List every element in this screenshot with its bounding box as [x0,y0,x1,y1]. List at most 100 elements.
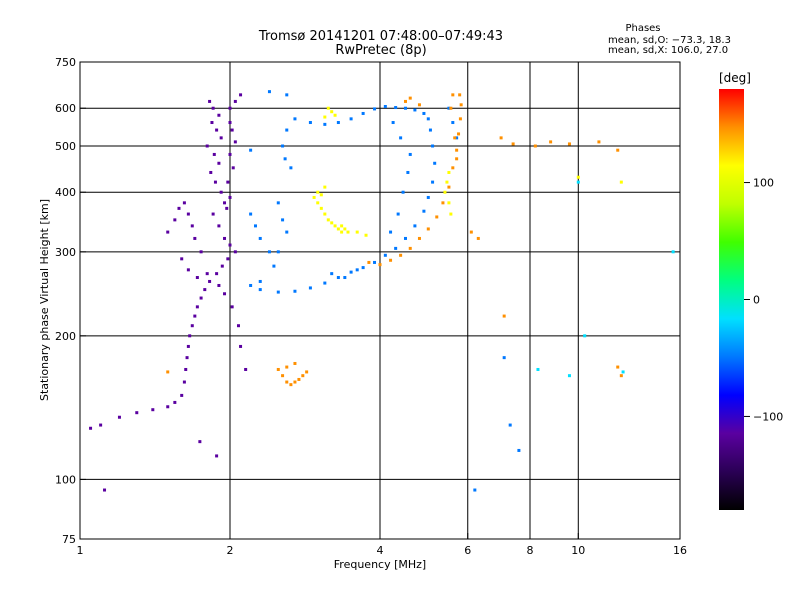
data-point [408,152,412,156]
data-point [403,99,407,103]
data-point [431,180,435,184]
colorbar-label: [deg] [719,71,751,85]
data-point [406,170,410,174]
y-tick-label: 200 [55,330,76,343]
data-point [276,367,280,371]
data-point [267,90,271,94]
data-point [283,157,287,161]
x-tick-label: 8 [527,544,534,557]
data-point [193,236,197,240]
data-point [99,423,103,427]
data-point [186,212,190,216]
data-point [533,144,537,148]
data-point [346,230,350,234]
data-point [403,106,407,110]
data-point [228,152,232,156]
data-point [433,161,437,165]
data-point [323,115,327,119]
colorbar-gradient [719,89,744,510]
data-point [389,258,393,262]
data-point [549,140,553,144]
data-point [211,106,215,110]
data-point [323,281,327,285]
data-point [447,106,451,110]
data-point [226,257,230,261]
data-point [583,334,587,338]
data-point [297,377,301,381]
data-point [431,144,435,148]
x-axis-label: Frequency [MHz] [334,558,426,571]
data-point [441,201,445,205]
data-point [166,230,170,234]
data-point [367,260,371,264]
data-point [185,356,189,360]
data-point [426,227,430,231]
data-point [373,107,377,111]
data-point [289,166,293,170]
data-point [671,250,675,254]
data-point [182,201,186,205]
y-tick-label: 500 [55,140,76,153]
data-point [333,113,337,117]
data-point [378,263,382,267]
colorbar-tick-label: 100 [753,177,774,190]
data-point [293,380,297,384]
data-point [173,400,177,404]
data-point [226,180,230,184]
data-point [340,230,344,234]
data-point [213,180,217,184]
data-point [285,365,289,369]
data-points [89,90,675,492]
x-tick-label: 10 [571,544,585,557]
data-point [597,140,601,144]
data-point [391,121,395,125]
legend-line-x: mean, sd,X: 106.0, 27.0 [608,45,728,56]
data-point [289,383,293,387]
data-point [361,111,365,115]
data-point [567,142,571,146]
data-point [443,190,447,194]
data-point [244,367,248,371]
data-point [230,128,234,132]
data-point [208,279,212,283]
data-point [536,367,540,371]
data-point [225,206,229,210]
data-point [258,236,262,240]
data-point [285,128,289,132]
data-point [215,272,219,276]
data-point [193,314,197,318]
data-point [408,96,412,100]
data-point [517,448,521,452]
data-point [217,113,221,117]
data-point [619,180,623,184]
chart-subtitle: RwPretec (8p) [335,43,426,58]
x-tick-label: 2 [227,544,234,557]
data-point [173,218,177,222]
data-point [312,195,316,199]
grid [80,62,680,539]
data-point [319,206,323,210]
data-point [258,279,262,283]
data-point [217,224,221,228]
data-point [293,289,297,293]
data-point [220,264,224,268]
data-point [616,148,620,152]
data-point [330,272,334,276]
axis-ticks: 1 2 4 6 8 10 16 75 100 200 300 400 500 600 750 [55,56,687,557]
data-point [186,344,190,348]
data-point [336,276,340,280]
data-point [195,276,199,280]
data-point [166,405,170,409]
data-point [177,206,181,210]
colorbar-ticks: 100 0 −100 [744,177,783,423]
colorbar: [deg] 100 0 −100 [719,71,783,510]
legend: Phases mean, sd,O: −73.3, 18.3 mean, sd,… [608,23,731,56]
data-point [435,215,439,219]
data-point [199,250,203,254]
data-point [135,411,139,415]
colorbar-tick-label: 0 [753,294,760,307]
data-point [199,296,203,300]
data-point [285,380,289,384]
data-point [219,136,223,140]
data-point [223,201,227,205]
